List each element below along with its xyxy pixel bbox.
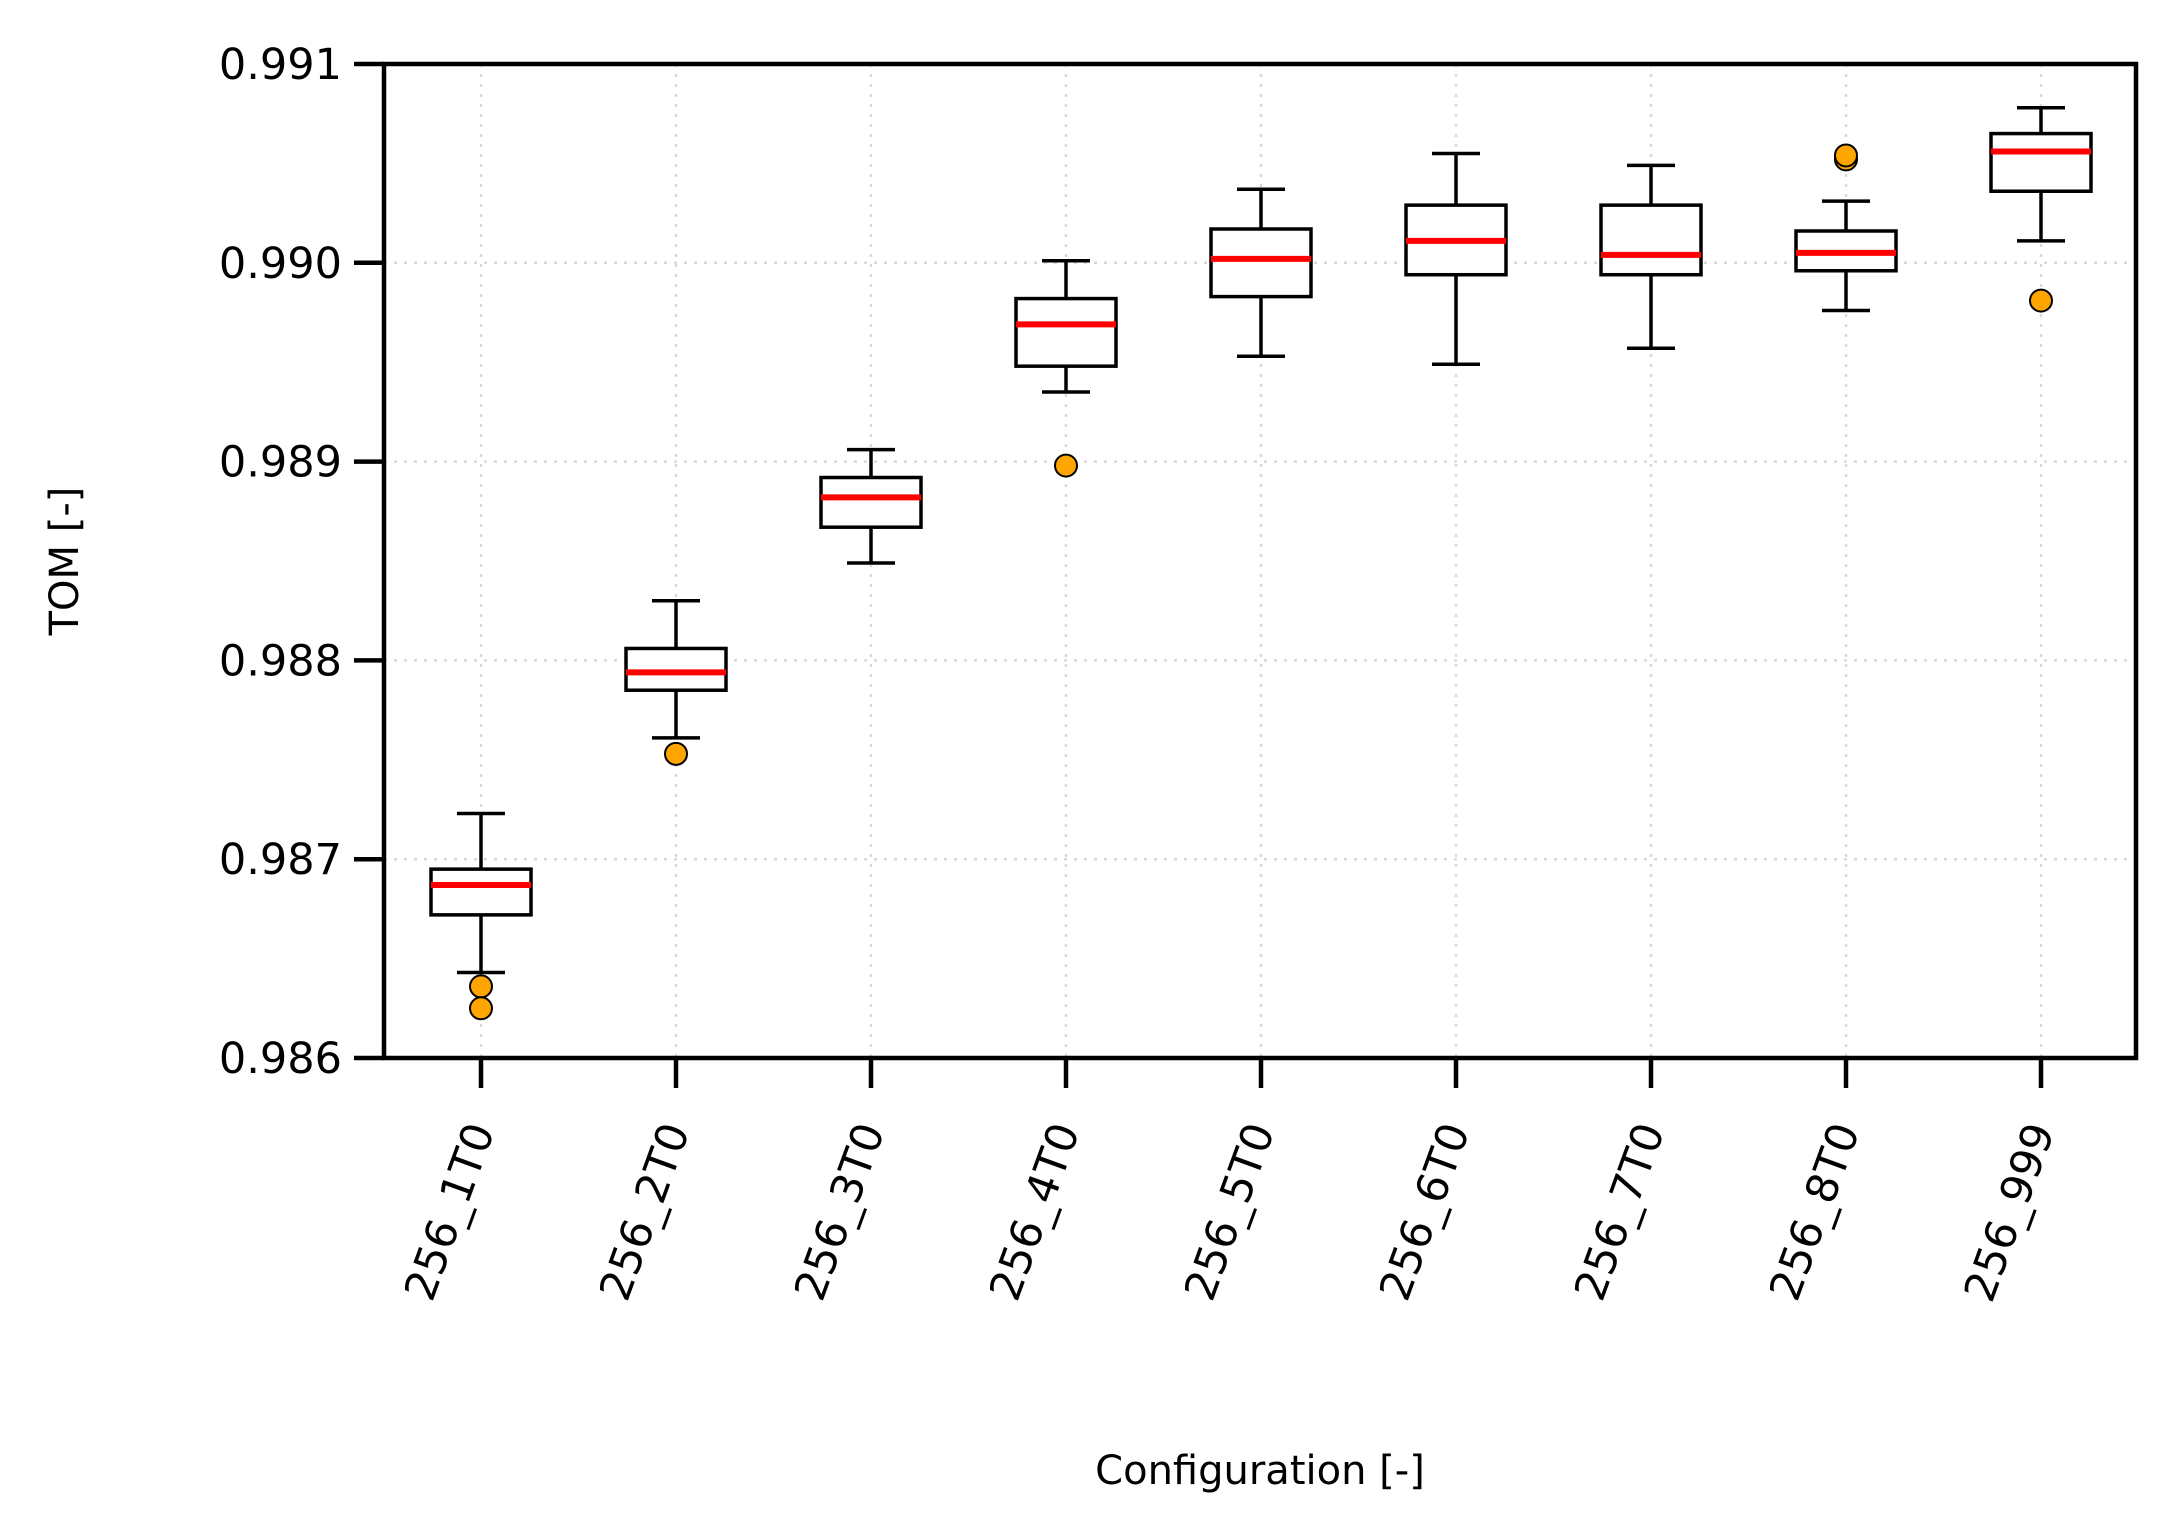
x-tick-label: 256_3T0 xyxy=(785,1117,895,1308)
x-tick-label: 256_6T0 xyxy=(1370,1117,1480,1308)
y-axis: 0.986 0.987 0.988 0.989 0.990 0.991 xyxy=(219,40,384,1084)
outlier-point xyxy=(664,741,688,766)
x-tick-label: 256_2T0 xyxy=(590,1117,700,1308)
iqr-box xyxy=(819,475,923,529)
box-256_8T0 xyxy=(1794,143,1898,313)
y-tick-label: 0.990 xyxy=(219,239,342,289)
outlier-point xyxy=(469,974,493,999)
y-tick-label: 0.989 xyxy=(219,438,342,488)
box-256_2T0 xyxy=(624,599,728,766)
iqr-box xyxy=(1599,203,1703,277)
y-axis-label: TOM [-] xyxy=(42,487,88,637)
outlier-point xyxy=(469,996,493,1021)
box-256_999 xyxy=(1989,105,2093,313)
x-axis-label: Configuration [-] xyxy=(1095,1448,1425,1494)
box-256_3T0 xyxy=(819,447,923,565)
y-tick-label: 0.991 xyxy=(219,40,342,90)
y-tick-label: 0.987 xyxy=(219,835,342,885)
outlier-point xyxy=(2029,288,2053,313)
x-tick-label: 256_1T0 xyxy=(395,1117,505,1308)
y-tick-label: 0.988 xyxy=(219,636,342,686)
x-axis: 256_1T0 256_2T0 256_3T0 256_4T0 256_5T0 256_6… xyxy=(395,1058,2065,1308)
iqr-box xyxy=(1014,296,1118,368)
box-256_7T0 xyxy=(1599,163,1703,351)
iqr-box xyxy=(1989,131,2093,193)
x-tick-label: 256_5T0 xyxy=(1175,1117,1285,1308)
box-256_5T0 xyxy=(1209,187,1313,358)
x-tick-label: 256_8T0 xyxy=(1760,1117,1870,1308)
x-tick-label: 256_7T0 xyxy=(1565,1117,1675,1308)
iqr-box xyxy=(1209,227,1313,299)
outlier-point xyxy=(1834,143,1858,168)
x-tick-label: 256_999 xyxy=(1955,1117,2065,1309)
boxes-layer xyxy=(429,105,2093,1021)
iqr-box xyxy=(429,867,533,917)
outlier-point xyxy=(1054,453,1078,478)
box-256_6T0 xyxy=(1404,151,1508,366)
y-tick-label: 0.986 xyxy=(219,1034,342,1084)
x-tick-label: 256_4T0 xyxy=(980,1117,1090,1308)
box-256_1T0 xyxy=(429,811,533,1021)
box-256_4T0 xyxy=(1014,259,1118,478)
plot-frame xyxy=(381,61,2139,1061)
